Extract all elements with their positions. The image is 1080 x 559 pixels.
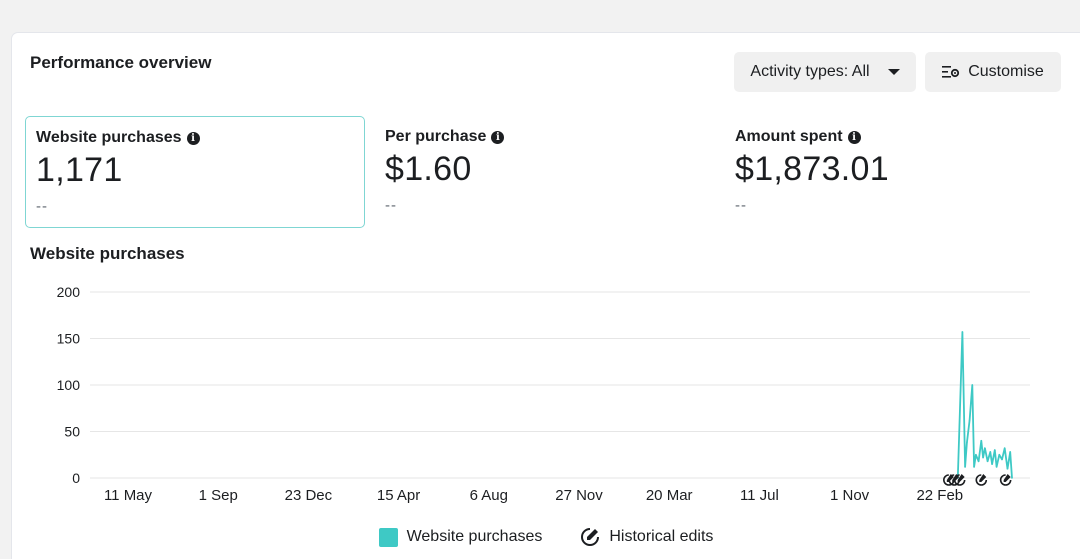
x-tick-label: 11 Jul	[740, 487, 779, 504]
historical-edit-marker[interactable]	[999, 474, 1012, 486]
legend-item-purchases[interactable]: Website purchases	[378, 527, 543, 547]
data-point	[964, 466, 966, 468]
activity-types-button[interactable]: Activity types: All	[734, 52, 916, 92]
data-point	[966, 441, 968, 444]
customise-label: Customise	[968, 63, 1044, 80]
data-point	[1009, 451, 1011, 453]
info-icon[interactable]: i	[847, 130, 861, 144]
x-tick-label: 15 Apr	[377, 487, 420, 504]
data-point	[1003, 447, 1006, 450]
metric-amount-spent[interactable]: Amount spent i $1,873.01 --	[725, 116, 1065, 228]
data-point	[971, 384, 974, 386]
data-point	[1011, 477, 1013, 479]
customise-icon	[942, 66, 960, 78]
x-tick-label: 22 Feb	[916, 487, 963, 504]
y-tick-label: 150	[57, 331, 81, 347]
info-icon[interactable]: i	[186, 131, 200, 145]
legend-label: Historical edits	[609, 528, 714, 545]
data-point	[973, 466, 975, 468]
data-point	[977, 460, 980, 463]
metric-change: --	[735, 197, 747, 214]
data-point	[989, 451, 992, 453]
legend-item-edits[interactable]: Historical edits	[580, 527, 713, 547]
chart-title: Website purchases	[30, 244, 185, 263]
data-point	[991, 463, 993, 465]
data-point	[998, 453, 1001, 456]
page-title: Performance overview	[30, 53, 212, 72]
historical-edit-marker[interactable]	[975, 474, 988, 486]
data-point	[982, 456, 984, 459]
data-point	[980, 440, 983, 442]
metric-change: --	[36, 198, 48, 215]
y-tick-label: 100	[57, 377, 81, 393]
metric-value: 1,171	[36, 151, 123, 189]
x-tick-label: 11 May	[104, 487, 153, 504]
metric-value: $1,873.01	[735, 150, 889, 188]
x-tick-label: 1 Nov	[830, 487, 870, 504]
y-tick-label: 50	[64, 424, 80, 440]
data-point	[994, 449, 996, 451]
data-point	[1006, 467, 1009, 470]
x-tick-label: 1 Sep	[199, 487, 238, 504]
data-point	[961, 331, 964, 333]
y-tick-label: 0	[72, 470, 80, 486]
x-tick-label: 23 Dec	[285, 487, 333, 504]
customise-button[interactable]: Customise	[925, 52, 1061, 92]
metric-change: --	[385, 197, 397, 214]
data-point	[968, 419, 971, 422]
data-point	[975, 453, 977, 456]
performance-card: Performance overview Activity types: All…	[12, 33, 1080, 559]
metric-label: Per purchase	[385, 128, 487, 145]
metric-per-purchase[interactable]: Per purchase i $1.60 --	[375, 116, 715, 228]
historical-edit-icon	[581, 528, 600, 546]
y-tick-label: 200	[57, 284, 81, 300]
data-point	[984, 447, 986, 450]
legend-swatch	[378, 527, 398, 547]
data-point	[1001, 458, 1003, 461]
x-tick-label: 20 Mar	[646, 487, 693, 504]
purchases-line-chart: 200 150 100 50 0 11 May 1 Sep 23 Dec 15 Apr 6 Aug…	[57, 284, 1030, 504]
metric-label: Amount spent	[735, 128, 843, 145]
metric-label: Website purchases	[36, 129, 182, 146]
series-line	[956, 331, 1013, 479]
data-point	[986, 460, 989, 463]
x-tick-label: 6 Aug	[470, 487, 508, 504]
legend-label: Website purchases	[406, 528, 543, 545]
data-point	[995, 466, 998, 468]
caret-down-icon	[887, 69, 900, 75]
historical-edit-marker[interactable]	[953, 474, 966, 486]
metric-value: $1.60	[385, 150, 472, 188]
activity-types-label: Activity types: All	[750, 63, 870, 80]
x-tick-label: 27 Nov	[555, 487, 603, 504]
chart-legend: Website purchases Historical edits	[12, 527, 1080, 547]
info-icon[interactable]: i	[491, 130, 505, 144]
metric-website-purchases[interactable]: Website purchases i 1,171 --	[25, 116, 365, 228]
